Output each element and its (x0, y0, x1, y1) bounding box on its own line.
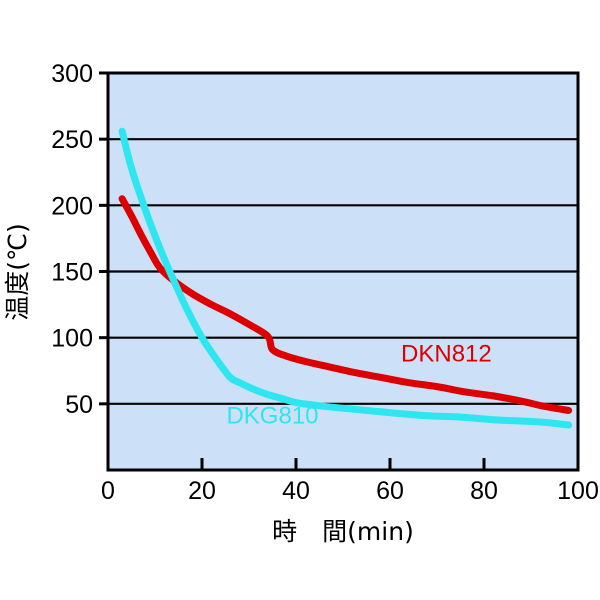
x-axis-title: 時 間(min) (272, 517, 414, 546)
series-annotations: DKN812 DKG810 (226, 340, 491, 429)
y-tick-label-50: 50 (65, 391, 93, 419)
series-line-dkg810 (118, 127, 573, 429)
y-tick-label-300: 300 (51, 60, 93, 88)
gridlines (108, 138, 578, 405)
x-tick-label-80: 80 (470, 477, 498, 505)
series-lines (118, 127, 573, 429)
series-label-dkg810: DKG810 (226, 403, 318, 430)
series-label-dkn812: DKN812 (401, 340, 492, 367)
x-tick-label-0: 0 (101, 477, 115, 505)
y-axis-tick-labels: 50 100 150 200 250 300 (51, 60, 93, 419)
x-tick-label-40: 40 (282, 477, 310, 505)
x-axis-tick-labels: 0 20 40 60 80 100 (101, 477, 599, 505)
y-axis-title: 温度(℃) (3, 223, 32, 321)
x-tick-label-100: 100 (557, 477, 599, 505)
y-tick-label-150: 150 (51, 259, 93, 287)
x-tick-label-20: 20 (188, 477, 216, 505)
y-tick-label-250: 250 (51, 126, 93, 154)
series-line-dkn812 (118, 195, 573, 414)
y-tick-label-100: 100 (51, 325, 93, 353)
x-axis-tick-marks (200, 458, 486, 470)
y-tick-label-200: 200 (51, 192, 93, 220)
plot-area-frame (106, 71, 580, 472)
x-tick-label-60: 60 (376, 477, 404, 505)
